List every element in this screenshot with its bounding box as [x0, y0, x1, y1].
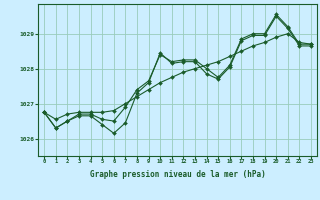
X-axis label: Graphe pression niveau de la mer (hPa): Graphe pression niveau de la mer (hPa): [90, 170, 266, 179]
